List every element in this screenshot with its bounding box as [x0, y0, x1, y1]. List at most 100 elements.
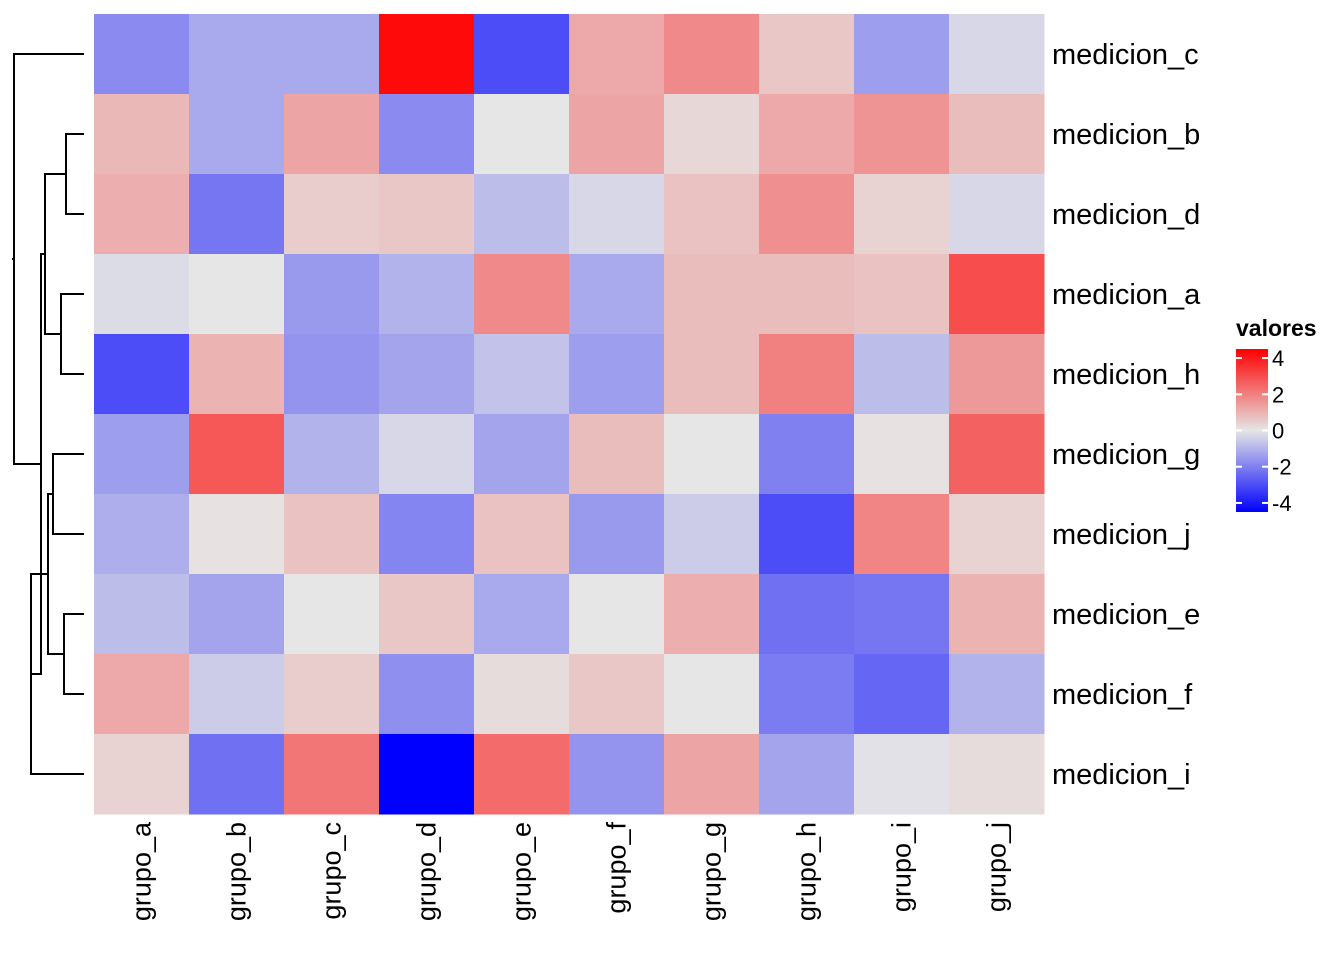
heatmap-cell — [664, 494, 760, 575]
heatmap-cell — [854, 334, 950, 415]
row-label: medicion_h — [1052, 359, 1200, 391]
heatmap-cell — [949, 254, 1045, 335]
heatmap-cell — [949, 94, 1045, 175]
dendrogram-branch — [52, 453, 84, 535]
heatmap-cell — [474, 254, 570, 335]
heatmap-cell — [759, 654, 855, 735]
heatmap-cell — [949, 414, 1045, 495]
column-label: grupo_i — [887, 822, 917, 912]
heatmap-cell — [379, 94, 475, 175]
dendrogram-branch — [65, 133, 84, 215]
heatmap-cell — [854, 654, 950, 735]
heatmap-cell — [284, 174, 380, 255]
heatmap-cell — [759, 574, 855, 655]
column-label: grupo_b — [222, 822, 252, 921]
heatmap-cell — [854, 574, 950, 655]
heatmap-cell — [189, 254, 285, 335]
heatmap-cell — [189, 734, 285, 815]
heatmap-cell — [379, 734, 475, 815]
heatmap-cell — [94, 494, 190, 575]
heatmap-cell — [664, 654, 760, 735]
heatmap-cell — [284, 254, 380, 335]
dendrogram-branch — [13, 53, 84, 465]
heatmap-cell — [474, 494, 570, 575]
heatmap-cell — [569, 254, 665, 335]
heatmap-cells — [94, 14, 1045, 815]
column-label: grupo_j — [982, 822, 1012, 912]
row-label: medicion_b — [1052, 119, 1200, 151]
row-label: medicion_c — [1052, 39, 1199, 71]
row-label: medicion_e — [1052, 599, 1200, 631]
heatmap-cell — [854, 254, 950, 335]
heatmap-cell — [474, 334, 570, 415]
heatmap-cell — [94, 174, 190, 255]
heatmap-cell — [189, 334, 285, 415]
heatmap-cell — [474, 734, 570, 815]
heatmap-cell — [94, 254, 190, 335]
heatmap-cell — [949, 494, 1045, 575]
row-label: medicion_d — [1052, 199, 1200, 231]
heatmap-cell — [474, 654, 570, 735]
heatmap-cell — [664, 334, 760, 415]
heatmap-cell — [189, 174, 285, 255]
heatmap-cell — [759, 734, 855, 815]
heatmap-cell — [284, 14, 380, 95]
heatmap-cell — [569, 414, 665, 495]
column-label: grupo_a — [127, 821, 157, 921]
heatmap-cell — [854, 494, 950, 575]
heatmap-cell — [474, 414, 570, 495]
heatmap-cell — [759, 334, 855, 415]
heatmap-cell — [379, 494, 475, 575]
heatmap-cell — [379, 334, 475, 415]
heatmap-cell — [284, 494, 380, 575]
row-label: medicion_f — [1052, 679, 1193, 711]
heatmap-cell — [949, 174, 1045, 255]
legend-ticks: 4 2 0 -2 -4 — [1236, 346, 1292, 516]
dendrogram-branch — [47, 493, 64, 655]
heatmap-cell — [189, 14, 285, 95]
row-label: medicion_j — [1052, 519, 1191, 551]
heatmap-cell — [854, 174, 950, 255]
heatmap-cell — [854, 734, 950, 815]
heatmap-cell — [94, 334, 190, 415]
heatmap-cell — [474, 94, 570, 175]
heatmap-cell — [379, 574, 475, 655]
heatmap-cell — [569, 734, 665, 815]
heatmap-cell — [189, 94, 285, 175]
heatmap-cell — [569, 654, 665, 735]
dendrogram-branch — [60, 293, 84, 375]
column-label: grupo_c — [317, 822, 347, 920]
row-label: medicion_a — [1052, 279, 1201, 311]
column-label: grupo_f — [602, 822, 632, 914]
heatmap-cell — [94, 414, 190, 495]
heatmap-cell — [854, 414, 950, 495]
column-label: grupo_e — [507, 822, 537, 921]
heatmap-cell — [854, 14, 950, 95]
heatmap-cell — [284, 94, 380, 175]
heatmap-cell — [664, 734, 760, 815]
heatmap-cell — [569, 94, 665, 175]
heatmap-cell — [189, 414, 285, 495]
heatmap-cell — [569, 334, 665, 415]
heatmap-cell — [189, 574, 285, 655]
heatmap-cell — [664, 574, 760, 655]
heatmap-cell — [94, 574, 190, 655]
heatmap-cell — [759, 414, 855, 495]
heatmap-cell — [379, 14, 475, 95]
heatmap-cell — [569, 174, 665, 255]
heatmap-cell — [284, 734, 380, 815]
heatmap-cell — [94, 734, 190, 815]
heatmap-cell — [94, 654, 190, 735]
heatmap-cell — [759, 254, 855, 335]
legend-tick-label: 2 — [1272, 382, 1284, 407]
heatmap-cell — [94, 94, 190, 175]
legend-title: valores — [1236, 315, 1317, 341]
heatmap-cell — [284, 654, 380, 735]
heatmap-cell — [284, 414, 380, 495]
heatmap-cell — [759, 14, 855, 95]
heatmap-cell — [474, 574, 570, 655]
row-label: medicion_i — [1052, 759, 1191, 791]
heatmap-cell — [949, 734, 1045, 815]
heatmap-cell — [664, 414, 760, 495]
